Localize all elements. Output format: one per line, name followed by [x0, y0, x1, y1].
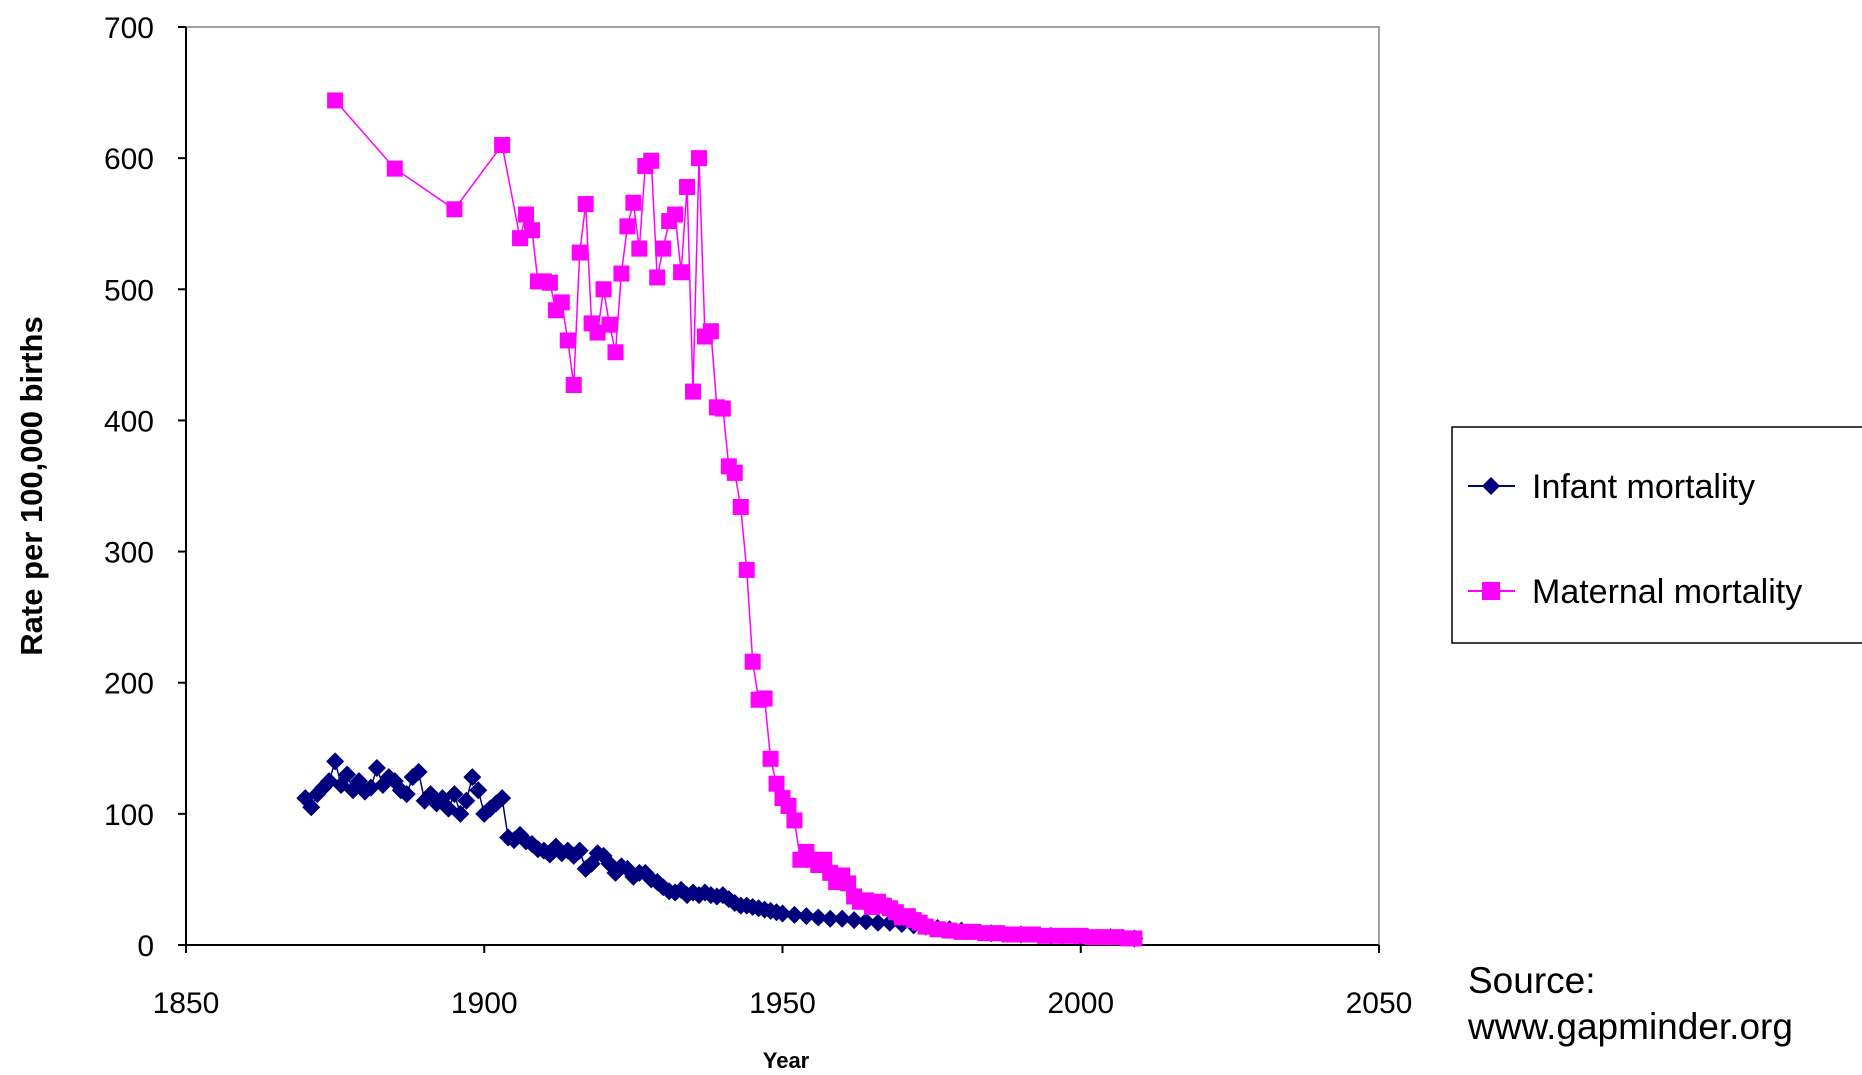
infant-mortality-point [857, 912, 876, 931]
source-note: Source: www.gapminder.org [1468, 958, 1793, 1050]
maternal-mortality-point [673, 264, 690, 281]
infant-mortality-point [302, 798, 321, 817]
infant-mortality-point [451, 804, 470, 823]
maternal-mortality-point [780, 797, 797, 814]
maternal-mortality-point [619, 218, 636, 235]
infant-mortality-point [367, 758, 386, 777]
legend: Infant mortality Maternal mortality [1451, 426, 1862, 644]
legend-box [1451, 426, 1862, 644]
maternal-mortality-point [649, 269, 666, 286]
infant-mortality-point [463, 768, 482, 787]
x-axis-title: Year [763, 1048, 810, 1073]
maternal-mortality-point [613, 265, 630, 282]
maternal-mortality-point [541, 274, 558, 291]
maternal-mortality-point [786, 812, 803, 829]
maternal-mortality-point [714, 400, 731, 417]
maternal-mortality-point [685, 383, 702, 400]
maternal-mortality-series [327, 92, 1143, 947]
infant-mortality-point [833, 909, 852, 928]
x-tick-label: 2000 [1047, 987, 1114, 1020]
infant-mortality-point [845, 911, 864, 930]
maternal-mortality-point [732, 498, 749, 515]
maternal-mortality-point [679, 178, 696, 195]
infant-mortality-point [821, 909, 840, 928]
y-tick-label: 0 [137, 930, 154, 963]
infant-mortality-point [773, 904, 792, 923]
y-tick-label: 500 [104, 274, 154, 307]
infant-mortality-point [785, 905, 804, 924]
maternal-mortality-point [756, 690, 773, 707]
infant-mortality-point [397, 785, 416, 804]
infant-mortality-point [445, 785, 464, 804]
maternal-mortality-point [768, 775, 785, 792]
infant-mortality-point [797, 907, 816, 926]
maternal-mortality-point [518, 206, 535, 223]
infant-mortality-point [493, 789, 512, 808]
maternal-mortality-point [559, 332, 576, 349]
infant-mortality-point [338, 765, 357, 784]
maternal-mortality-point [655, 240, 672, 257]
y-tick-label: 100 [104, 799, 154, 832]
maternal-mortality-point [523, 222, 540, 239]
legend-infant-diamond-icon [1482, 477, 1500, 495]
maternal-mortality-point [446, 201, 463, 218]
maternal-mortality-point [762, 750, 779, 767]
maternal-mortality-point [631, 240, 648, 257]
y-tick-label: 700 [104, 12, 154, 45]
maternal-mortality-point [738, 561, 755, 578]
x-tick-label: 2050 [1346, 987, 1413, 1020]
x-ticks: 1850 1900 1950 2000 2050 [153, 945, 1413, 1020]
maternal-mortality-point [625, 194, 642, 211]
maternal-mortality-point [386, 160, 403, 177]
maternal-mortality-point [595, 281, 612, 298]
maternal-mortality-point [494, 137, 511, 154]
maternal-mortality-point [690, 150, 707, 167]
maternal-mortality-point [571, 244, 588, 261]
maternal-mortality-point [667, 206, 684, 223]
y-tick-label: 200 [104, 668, 154, 701]
series-layer [296, 92, 1144, 948]
y-tick-label: 300 [104, 537, 154, 570]
maternal-mortality-point [565, 377, 582, 394]
maternal-mortality-point [744, 653, 761, 670]
x-tick-label: 1950 [749, 987, 816, 1020]
maternal-mortality-point [1126, 930, 1143, 947]
y-tick-label: 600 [104, 143, 154, 176]
y-ticks: 0 100 200 300 400 500 600 700 [104, 12, 186, 963]
maternal-mortality-point [601, 316, 618, 333]
maternal-mortality-point [816, 851, 833, 868]
y-tick-label: 400 [104, 405, 154, 438]
maternal-mortality-point [643, 152, 660, 169]
y-axis-title: Rate per 100,000 births [14, 316, 49, 655]
maternal-mortality-point [577, 196, 594, 213]
infant-mortality-point [570, 841, 589, 860]
maternal-mortality-point [726, 464, 743, 481]
maternal-mortality-point [553, 294, 570, 311]
infant-mortality-point [868, 913, 887, 932]
infant-mortality-point [469, 781, 488, 800]
infant-mortality-point [457, 791, 476, 810]
infant-mortality-point [361, 778, 380, 797]
infant-mortality-point [809, 908, 828, 927]
source-label: Source: [1468, 960, 1596, 1001]
infant-mortality-point [409, 762, 428, 781]
maternal-mortality-point [702, 323, 719, 340]
maternal-mortality-point [840, 875, 857, 892]
maternal-mortality-point [327, 92, 344, 109]
legend-infant-label: Infant mortality [1532, 468, 1755, 506]
maternal-mortality-point [607, 344, 624, 361]
x-tick-label: 1900 [451, 987, 518, 1020]
legend-maternal-square-icon [1482, 582, 1500, 600]
infant-mortality-point [326, 752, 345, 771]
x-tick-label: 1850 [153, 987, 220, 1020]
legend-maternal-label: Maternal mortality [1532, 573, 1802, 611]
source-url: www.gapminder.org [1468, 1006, 1793, 1047]
